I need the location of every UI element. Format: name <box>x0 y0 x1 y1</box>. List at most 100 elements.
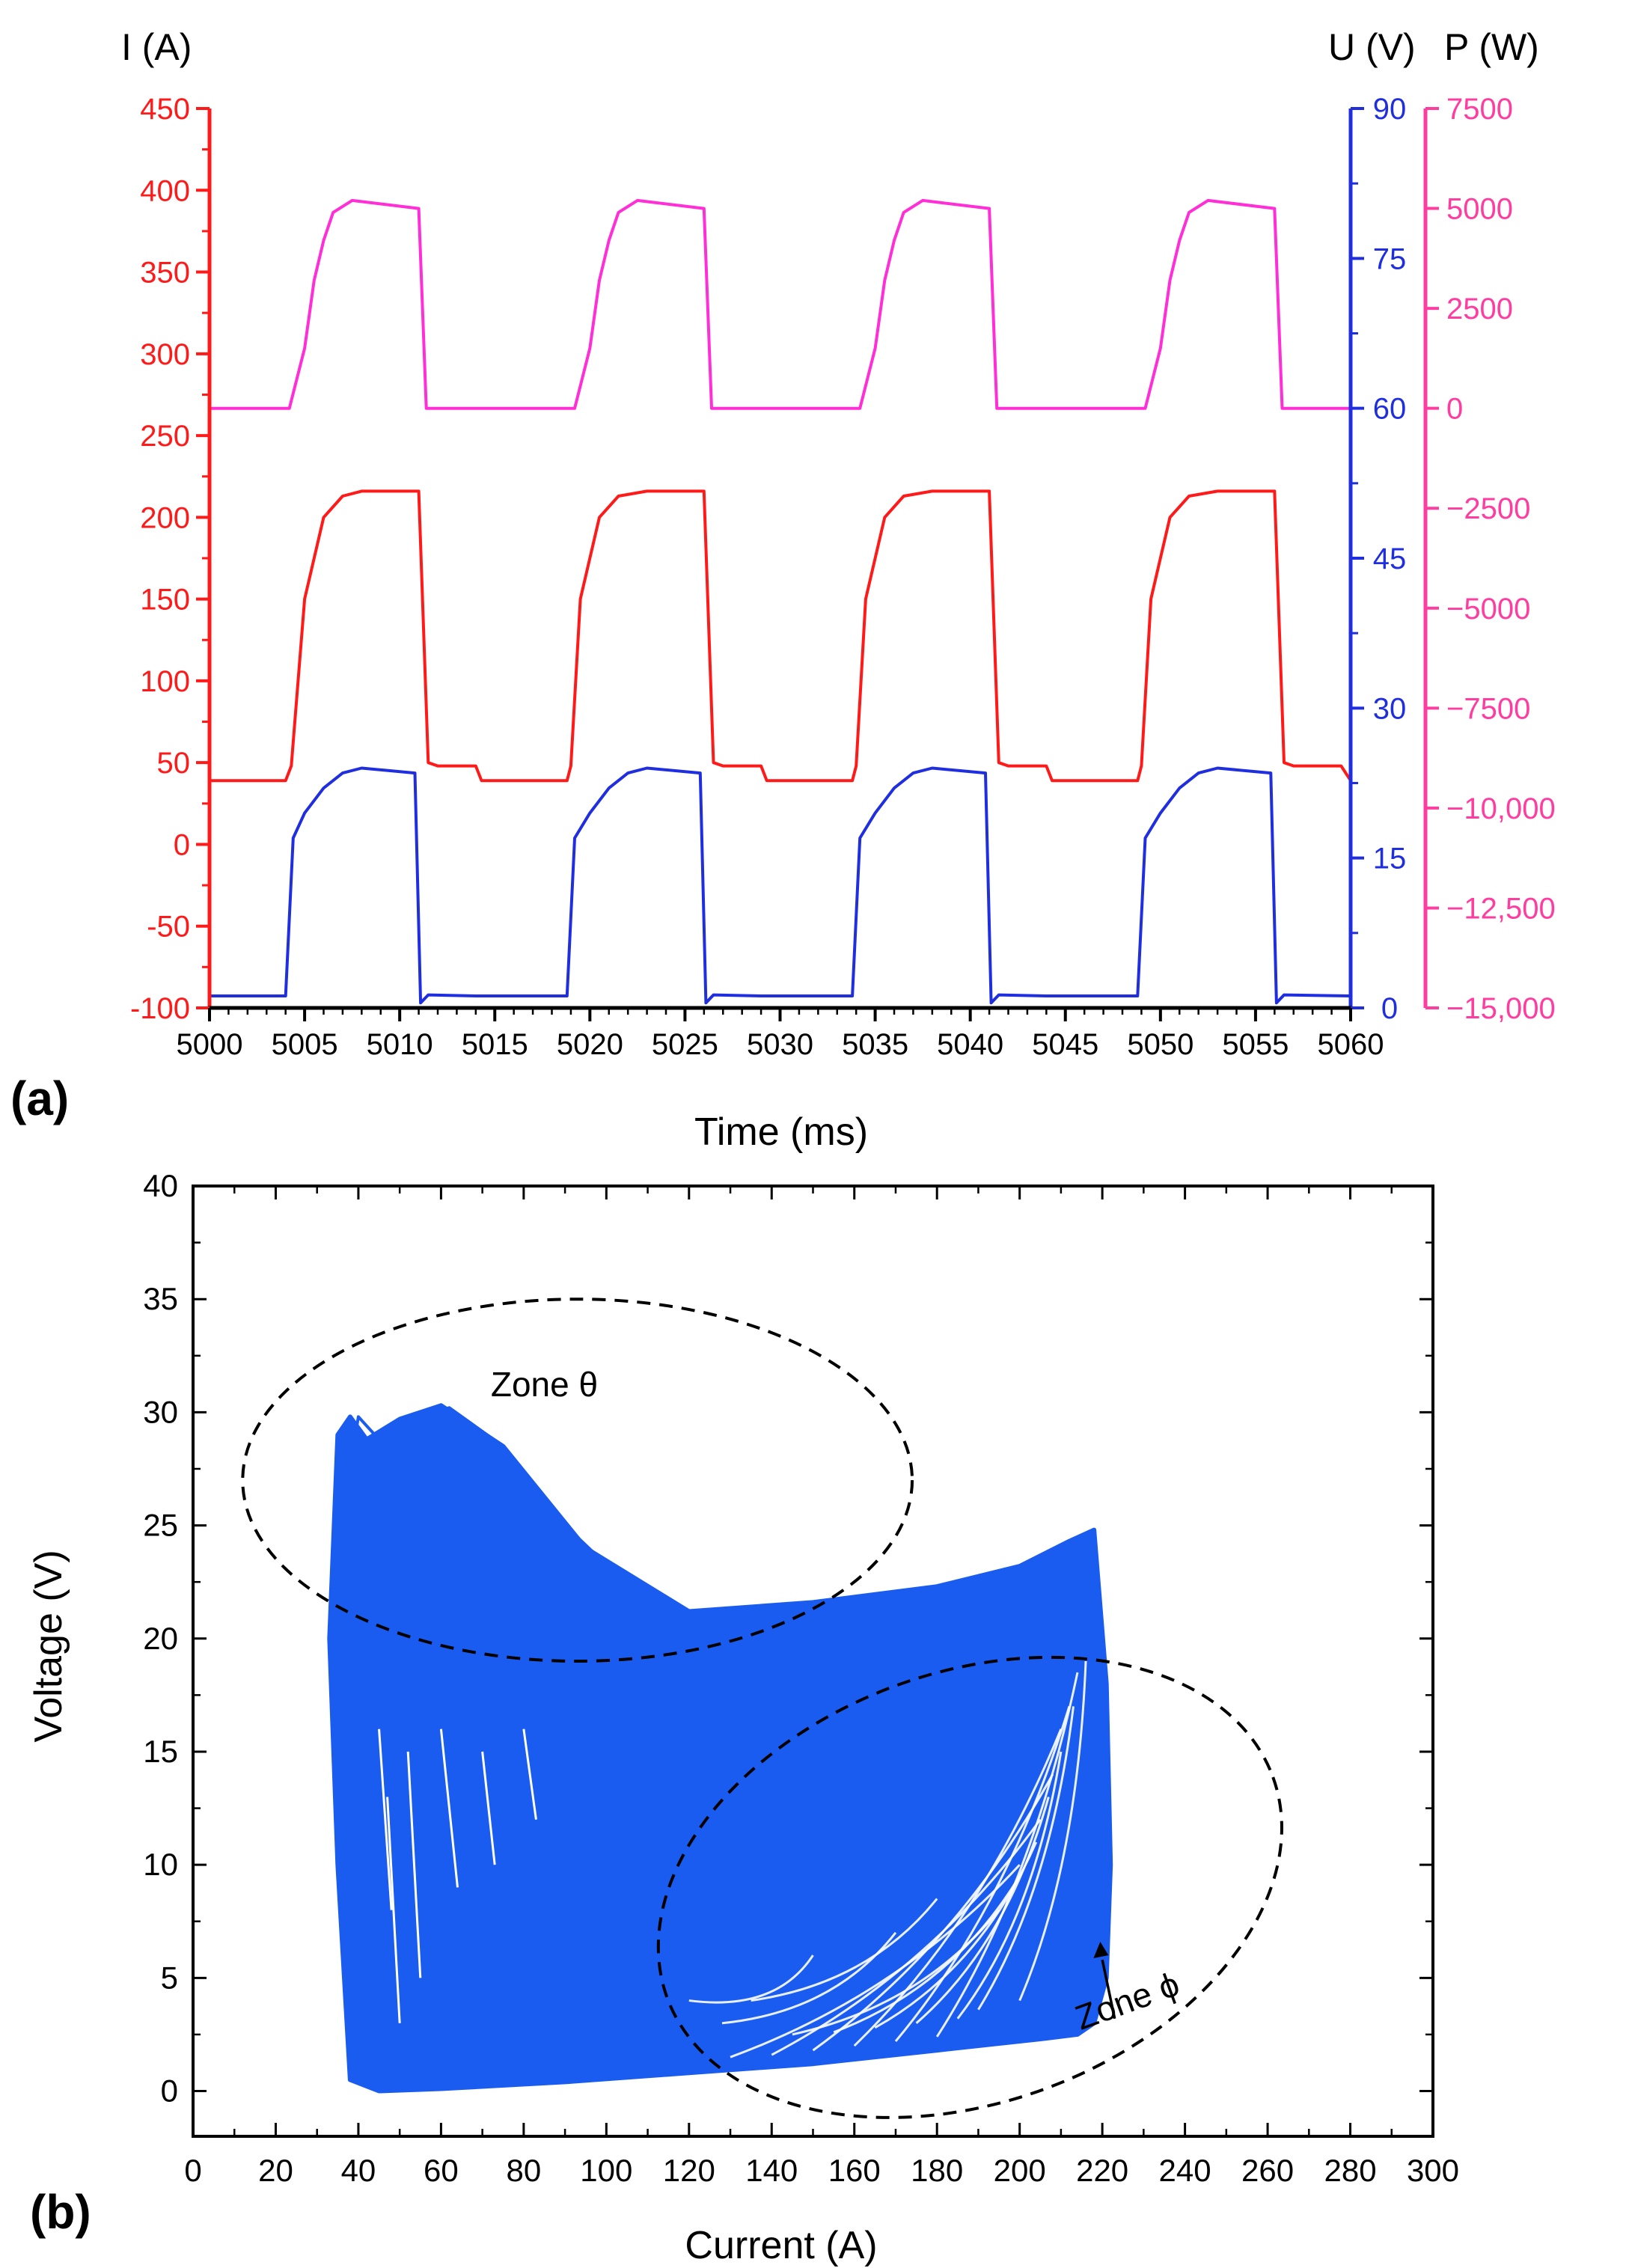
panel-b-axes: 40 35 30 25 20 15 10 5 0 0 20 40 60 80 100 120 140 160 180… <box>143 1168 1459 2188</box>
power-tick-label: −2500 <box>1446 492 1530 525</box>
current-tick-label-b: 140 <box>745 2153 798 2188</box>
time-axis-title: Time (ms) <box>694 1110 868 1154</box>
panel-a-series <box>210 198 1352 1005</box>
iv-upper-loop-line <box>336 1506 607 1604</box>
current-tick-label-b: 220 <box>1076 2153 1128 2188</box>
voltage-axis-title-b: Voltage (V) <box>27 1550 70 1742</box>
iv-cloud-area <box>327 1403 1113 2094</box>
current-tick-label: 400 <box>140 174 190 207</box>
voltage-tick-label-b: 0 <box>161 2073 178 2109</box>
current-tick-label-b: 160 <box>828 2153 881 2188</box>
iv-upper-loop-line <box>336 1460 657 1611</box>
current-tick-label-b: 40 <box>341 2153 376 2188</box>
iv-upper-loop-line <box>336 1406 690 1613</box>
time-tick-label: 5000 <box>177 1028 243 1061</box>
panel-a-axes: 450 400 350 300 250 200 150 100 50 0 -50 -100 90 75 60… <box>130 93 1556 1061</box>
iv-cloud-streak <box>935 1672 1079 2038</box>
iv-cloud-streak <box>956 1751 1063 2020</box>
voltage-tick-label: 30 <box>1373 692 1407 725</box>
current-tick-label: 350 <box>140 257 190 290</box>
voltage-tick-label-b: 25 <box>143 1508 178 1543</box>
time-tick-label: 5035 <box>842 1028 908 1061</box>
iv-cloud-streak <box>894 1706 1071 2042</box>
voltage-tick-label: 60 <box>1373 393 1407 426</box>
voltage-tick-label-b: 40 <box>143 1168 178 1203</box>
voltage-tick-label: 45 <box>1373 542 1407 575</box>
power-tick-label: −15,000 <box>1446 992 1556 1025</box>
current-trace-line <box>210 489 1352 783</box>
current-tick-label: 50 <box>157 747 191 780</box>
zone-phi-arrowhead <box>1093 1941 1109 1958</box>
current-tick-label: -100 <box>130 992 190 1025</box>
time-tick-label: 5040 <box>937 1028 1003 1061</box>
time-tick-label: 5005 <box>272 1028 338 1061</box>
voltage-tick-label-b: 15 <box>143 1734 178 1769</box>
voltage-tick-label: 90 <box>1373 93 1407 126</box>
iv-cloud-streak <box>915 1797 1050 2024</box>
power-trace-line <box>210 198 1351 410</box>
voltage-axis-title: U (V) <box>1328 26 1416 68</box>
current-tick-label: 150 <box>140 584 190 617</box>
current-tick-label-b: 240 <box>1159 2153 1211 2188</box>
current-tick-label-b: 180 <box>911 2153 963 2188</box>
zone-phi-ellipse <box>656 1655 1283 2119</box>
voltage-tick-label: 15 <box>1373 843 1407 875</box>
zone-theta-label: Zone θ <box>491 1365 598 1404</box>
iv-cloud-streak <box>406 1751 422 1978</box>
time-tick-label: 5025 <box>652 1028 718 1061</box>
power-tick-label: −10,000 <box>1446 792 1556 825</box>
voltage-tick-label-b: 5 <box>161 1960 178 1995</box>
time-tick-label: 5010 <box>367 1028 433 1061</box>
power-axis-title: P (W) <box>1444 26 1539 68</box>
current-tick-label-b: 100 <box>580 2153 632 2188</box>
current-tick-label-b: 260 <box>1241 2153 1294 2188</box>
zone-theta-ellipse <box>241 1297 914 1663</box>
current-tick-label-b: 200 <box>994 2153 1046 2188</box>
iv-upper-loop-line <box>336 1519 566 1595</box>
power-tick-label: 2500 <box>1446 293 1513 325</box>
voltage-tick-label-b: 30 <box>143 1394 178 1429</box>
power-tick-label: 7500 <box>1446 93 1513 126</box>
iv-cloud-streak <box>730 1864 1021 2058</box>
current-tick-label-b: 20 <box>258 2153 293 2188</box>
power-tick-label: −12,500 <box>1446 892 1556 925</box>
voltage-tick-label-b: 10 <box>143 1847 178 1882</box>
iv-cloud-streak <box>812 1773 1054 2052</box>
power-tick-label: −5000 <box>1446 593 1530 626</box>
time-tick-label: 5050 <box>1127 1028 1193 1061</box>
current-tick-label: 250 <box>140 420 190 453</box>
iv-cloud-streak <box>833 1875 1021 2034</box>
power-tick-label: 0 <box>1446 393 1463 426</box>
iv-cloud-streak <box>439 1728 459 1888</box>
time-tick-label: 5060 <box>1318 1028 1384 1061</box>
current-tick-label: 100 <box>140 665 190 698</box>
panel-b-label: (b) <box>30 2185 91 2239</box>
current-tick-label-b: 0 <box>184 2153 201 2188</box>
current-axis-title: I (A) <box>121 26 192 68</box>
iv-cloud-streak <box>751 1898 938 2002</box>
voltage-tick-label: 75 <box>1373 242 1407 275</box>
current-tick-label-b: 80 <box>507 2153 542 2188</box>
current-tick-label: 300 <box>140 338 190 371</box>
current-tick-label: -50 <box>147 911 190 944</box>
voltage-tick-label-b: 20 <box>143 1621 178 1656</box>
current-tick-label: 450 <box>140 93 190 126</box>
current-tick-label-b: 120 <box>663 2153 715 2188</box>
iv-cloud-streak <box>1018 1660 1087 2002</box>
iv-cloud-streak <box>378 1728 393 1910</box>
iv-upper-loop-line <box>336 1415 731 1613</box>
zone-phi-arrow <box>1101 1959 1116 2020</box>
iv-cloud-streak <box>481 1751 496 1865</box>
iv-cloud-streak <box>688 1954 814 2004</box>
time-tick-label: 5030 <box>747 1028 813 1061</box>
current-tick-label-b: 60 <box>424 2153 459 2188</box>
iv-cloud-streak <box>522 1728 537 1820</box>
current-tick-label-b: 280 <box>1324 2153 1376 2188</box>
iv-cloud-streak <box>386 1797 401 2023</box>
time-tick-label: 5015 <box>462 1028 528 1061</box>
iv-cloud-streak <box>853 1728 1063 2047</box>
current-tick-label: 200 <box>140 501 190 534</box>
power-tick-label: −7500 <box>1446 692 1530 725</box>
current-axis-title-b: Current (A) <box>685 2224 877 2267</box>
